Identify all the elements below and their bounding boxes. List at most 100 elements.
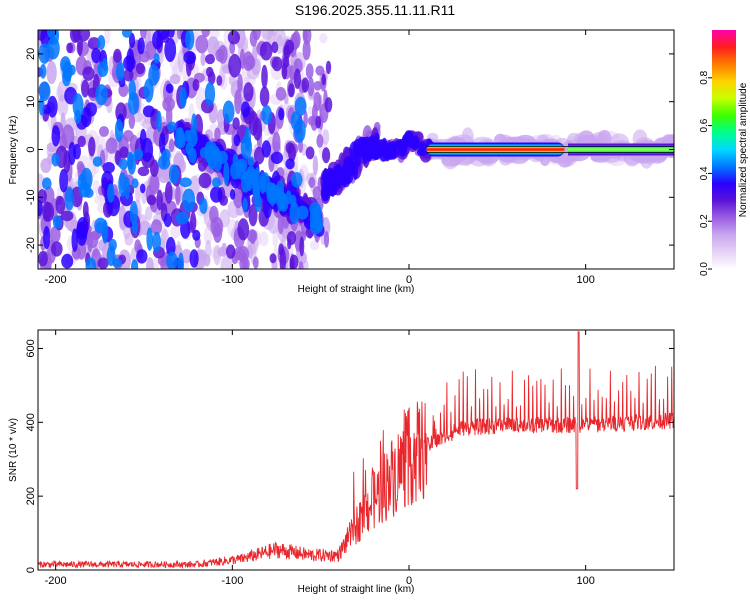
spectrogram-blob [72,93,84,118]
snr-y-label: SNR (10 * v/v) [8,418,19,482]
spectrogram-blob [279,248,286,269]
spectrogram-blob [282,55,290,68]
spectrogram-blob [188,147,197,163]
spectrogram-blob [60,210,74,222]
spectrogram-blob [342,164,352,177]
spectrogram-blob [76,217,89,239]
spectrogram-blob [272,131,281,154]
spectrogram-blob [166,251,178,269]
spectrogram-blob [106,245,116,267]
spectrogram-blob [298,261,304,269]
spectrogram-heatmap [38,30,674,269]
spectrogram-blob [38,250,48,267]
spectrogram-blob [233,186,244,209]
spectrogram-blob [206,66,214,78]
spectrogram-blob [322,147,331,164]
spectrogram-blob [217,150,229,164]
spectrogram-blob [168,138,175,152]
x-tick-label: -200 [45,274,67,286]
spectrogram-blob [143,78,154,103]
spectrogram-blob [288,83,295,98]
spectrogram-blob [51,125,61,147]
spectrogram-blob [81,79,90,98]
spectrogram-blob [313,91,322,112]
spectrogram-blob [325,60,332,75]
spectrogram-blob [102,57,108,72]
colorbar-tick-label: 0.8 [699,70,710,84]
spectrogram-blob [159,132,166,155]
spectrogram-blob [184,129,191,142]
spectrogram-blob [277,214,284,235]
colorbar: 0.0 0.2 0.4 0.6 0.8 Normalized spectral ampl… [699,30,749,276]
spectrogram-blob [51,241,63,257]
spectrogram-blob [49,226,61,244]
spectrogram-blob [85,102,97,117]
spectrogram-blob [286,231,297,246]
spectrogram-blob [92,179,100,194]
spectrogram-blob [237,218,250,241]
spectrogram-blob [146,194,157,206]
spectrogram-blob [254,194,263,212]
spectrogram-blob [105,137,118,154]
spectrogram-blob [175,184,181,206]
spectrogram-blob [165,181,173,204]
spectrogram-blob [252,256,259,269]
spectrogram-blob [149,174,160,195]
spectrogram-blob [139,30,147,40]
spectrogram-blob [192,79,200,91]
spectrogram-blob [206,146,216,161]
spectrogram-blob [212,177,221,188]
spectrogram-blob [185,30,195,50]
spectrogram-blob [233,134,241,147]
spectrogram-blob [177,134,186,149]
spectrogram-blob [226,244,236,259]
spectrogram-blob [313,211,321,232]
spectrogram-blob [190,211,197,234]
spectrogram-blob [177,252,184,269]
snr-x-label: Height of straight line (km) [298,584,415,595]
spectrogram-blob [82,66,95,81]
spectrogram-blob [102,162,115,174]
spectrogram-blob [136,249,148,264]
spectrogram-blob [189,249,199,268]
spectrogram-blob [401,134,410,148]
spectrogram-blob [200,52,206,66]
spectrogram-blob [270,151,283,164]
spectrogram-blob [259,41,273,61]
spectrogram-blob [137,37,145,55]
spectrogram-blob [62,68,72,87]
spectrogram-blob [288,143,296,162]
spectrogram-blob [153,52,160,64]
spectrogram-blob [43,202,55,222]
spectrogram-blob [223,161,230,186]
spectrogram-blob [305,63,314,80]
spectrogram-blob [285,39,295,55]
spectrogram-blob [71,228,79,252]
spectrogram-blob [289,254,299,269]
snr-x-ticks: -200 -100 0 100 [45,330,595,587]
spectrogram-blob [47,95,58,118]
spectrogram-blob [146,227,153,251]
spectrogram-blob [99,126,109,137]
spectrogram-blob [43,186,55,206]
spectrogram-x-label: Height of straight line (km) [298,284,415,295]
spectrogram-blob [259,86,270,107]
spectrogram-blob [243,82,254,102]
spectrogram-blob [392,140,404,150]
snr-panel: -200 -100 0 100 0 200 400 600 Height of straig… [8,329,675,595]
spectrogram-blob [73,143,81,160]
spectrogram-blob [237,73,243,93]
spectrogram-blob [307,77,315,97]
chart-title: S196.2025.355.11.11.R11 [295,2,456,18]
spectrogram-blob [242,51,254,72]
spectrogram-blob [252,45,258,61]
spectrogram-blob [245,165,256,185]
spectrogram-blob [167,121,177,132]
spectrogram-blob [177,49,184,73]
spectrogram-blob [128,113,135,129]
spectrogram-blob [97,35,106,50]
spectrogram-blob [370,150,381,160]
spectrogram-blob [179,177,192,188]
spectrogram-blob [261,30,273,40]
